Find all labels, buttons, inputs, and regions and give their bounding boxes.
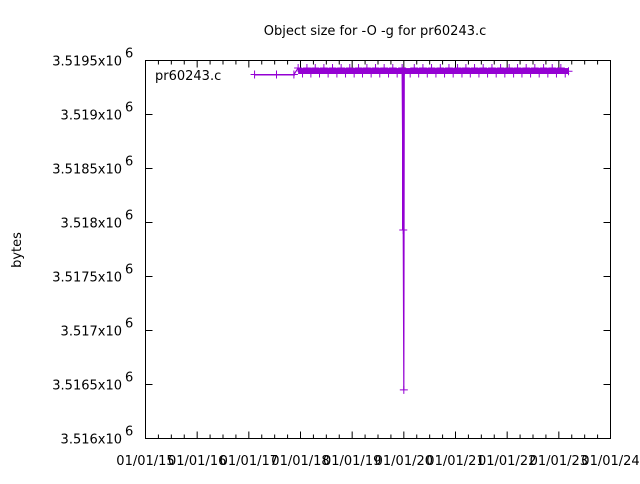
- y-tick-label: 3.5195x10: [52, 55, 122, 70]
- y-tick-exponent: 6: [125, 263, 133, 278]
- y-tick-exponent: 6: [125, 47, 133, 62]
- x-tick-label: 01/01/15: [116, 454, 174, 469]
- y-tick-label: 3.518x10: [61, 217, 122, 232]
- y-tick-exponent: 6: [125, 317, 133, 332]
- y-tick-exponent: 6: [125, 101, 133, 116]
- chart-title: Object size for -O -g for pr60243.c: [264, 24, 487, 39]
- y-tick-exponent: 6: [125, 155, 133, 170]
- series-band: [298, 68, 569, 74]
- y-tick-exponent: 6: [125, 209, 133, 224]
- plot-frame: [145, 60, 611, 439]
- x-tick-label: 01/01/18: [271, 454, 329, 469]
- x-tick-label: 01/01/17: [220, 454, 278, 469]
- y-tick-label: 3.516x10: [61, 433, 122, 448]
- x-tick-label: 01/01/22: [478, 454, 536, 469]
- y-tick-label: 3.519x10: [61, 109, 122, 124]
- y-tick-label: 3.517x10: [61, 325, 122, 340]
- legend-label: pr60243.c: [155, 69, 221, 84]
- x-tick-label: 01/01/19: [323, 454, 381, 469]
- y-tick-label: 3.5185x10: [52, 163, 122, 178]
- y-axis: 3.516x1063.5165x1063.517x1063.5175x1063.…: [52, 47, 611, 448]
- x-tick-label: 01/01/16: [168, 454, 226, 469]
- series-line: [254, 66, 569, 390]
- y-tick-exponent: 6: [125, 425, 133, 440]
- x-tick-label: 01/01/21: [426, 454, 484, 469]
- y-tick-label: 3.5175x10: [52, 271, 122, 286]
- y-axis-label: bytes: [10, 232, 25, 268]
- data-point: [399, 385, 408, 394]
- y-tick-label: 3.5165x10: [52, 379, 122, 394]
- x-axis: 01/01/1501/01/1601/01/1701/01/1801/01/19…: [116, 60, 640, 469]
- series-pr60243: [250, 64, 573, 394]
- x-tick-label: 01/01/24: [581, 454, 639, 469]
- y-tick-exponent: 6: [125, 371, 133, 386]
- x-tick-label: 01/01/23: [530, 454, 588, 469]
- x-tick-label: 01/01/20: [375, 454, 433, 469]
